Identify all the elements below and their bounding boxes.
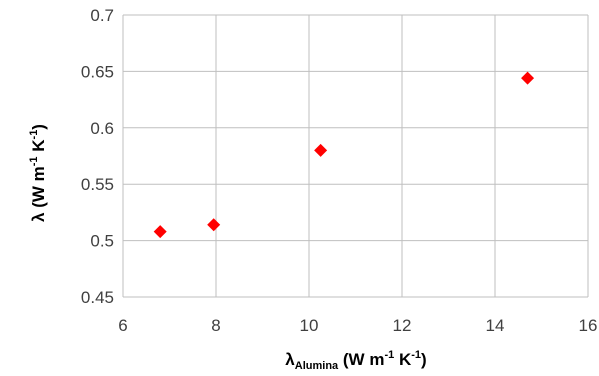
- x-tick-label: 12: [393, 316, 412, 335]
- y-axis-label: λ (W m-1 K-1): [28, 124, 48, 222]
- y-tick-label: 0.7: [90, 6, 114, 25]
- data-point-diamond: [153, 225, 167, 239]
- grid-lines: [122, 14, 589, 298]
- x-tick-label: 6: [118, 316, 127, 335]
- y-tick-label: 0.65: [81, 62, 114, 81]
- data-point-diamond: [314, 143, 328, 157]
- x-tick-label: 16: [579, 316, 598, 335]
- y-tick-label: 0.45: [81, 288, 114, 307]
- x-tick-label: 14: [486, 316, 505, 335]
- y-tick-label: 0.6: [90, 119, 114, 138]
- x-tick-labels: 6 8 10 12 14 16: [118, 316, 597, 335]
- x-tick-label: 10: [300, 316, 319, 335]
- x-axis-label: λAlumina (W m-1 K-1): [285, 349, 426, 372]
- y-tick-labels: 0.45 0.5 0.55 0.6 0.65 0.7: [81, 6, 114, 307]
- data-point-diamond: [521, 71, 535, 85]
- y-tick-label: 0.5: [90, 232, 114, 251]
- x-tick-label: 8: [211, 316, 220, 335]
- data-points: [153, 71, 535, 239]
- y-tick-label: 0.55: [81, 175, 114, 194]
- data-point-diamond: [207, 218, 221, 232]
